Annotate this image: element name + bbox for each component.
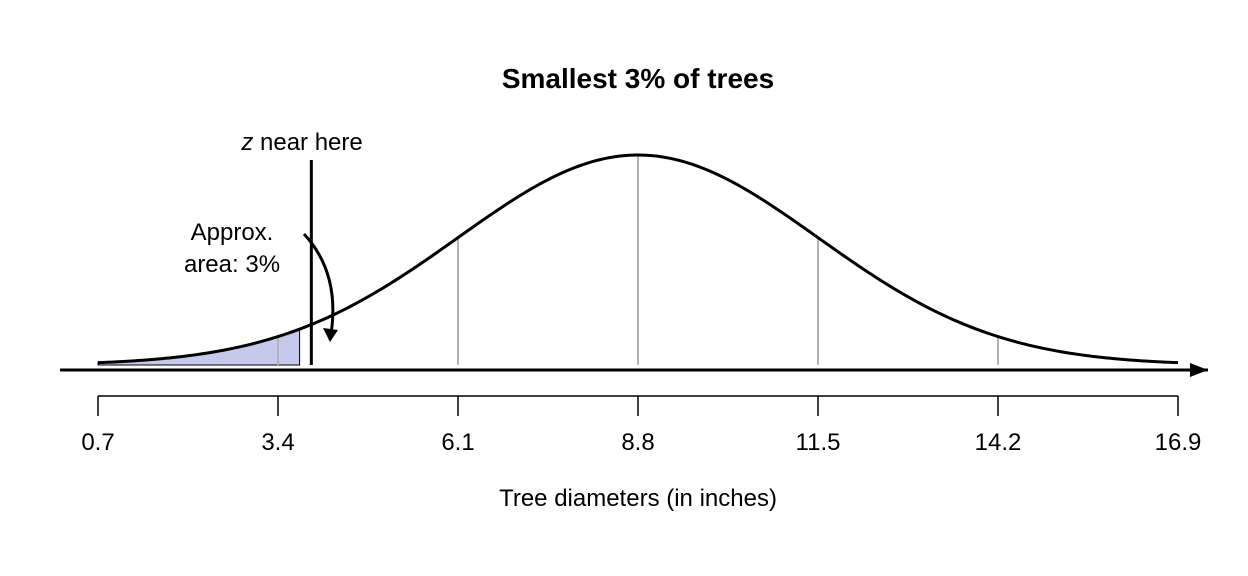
annotation-arrowhead bbox=[323, 328, 338, 342]
annotation-line1: Approx. bbox=[191, 219, 274, 246]
x-axis-label: Tree diameters (in inches) bbox=[499, 485, 777, 512]
x-tick-label: 0.7 bbox=[81, 429, 114, 456]
x-tick-label: 14.2 bbox=[975, 429, 1022, 456]
x-tick-label: 8.8 bbox=[621, 429, 654, 456]
z-label: z near here bbox=[240, 129, 362, 156]
annotation-line2: area: 3% bbox=[184, 251, 280, 278]
x-tick-label: 16.9 bbox=[1155, 429, 1202, 456]
x-tick-label: 3.4 bbox=[261, 429, 294, 456]
annotation-arrow bbox=[304, 234, 333, 340]
chart-title: Smallest 3% of trees bbox=[502, 63, 774, 94]
x-axis-arrowhead bbox=[1190, 363, 1208, 377]
shaded-left-tail bbox=[98, 329, 300, 365]
normal-distribution-chart: z near here 0.7 3.4 6.1 8.8 11.5 14.2 16.9 Tree … bbox=[0, 0, 1248, 576]
x-tick-label: 6.1 bbox=[441, 429, 474, 456]
x-tick-label: 11.5 bbox=[796, 429, 841, 456]
